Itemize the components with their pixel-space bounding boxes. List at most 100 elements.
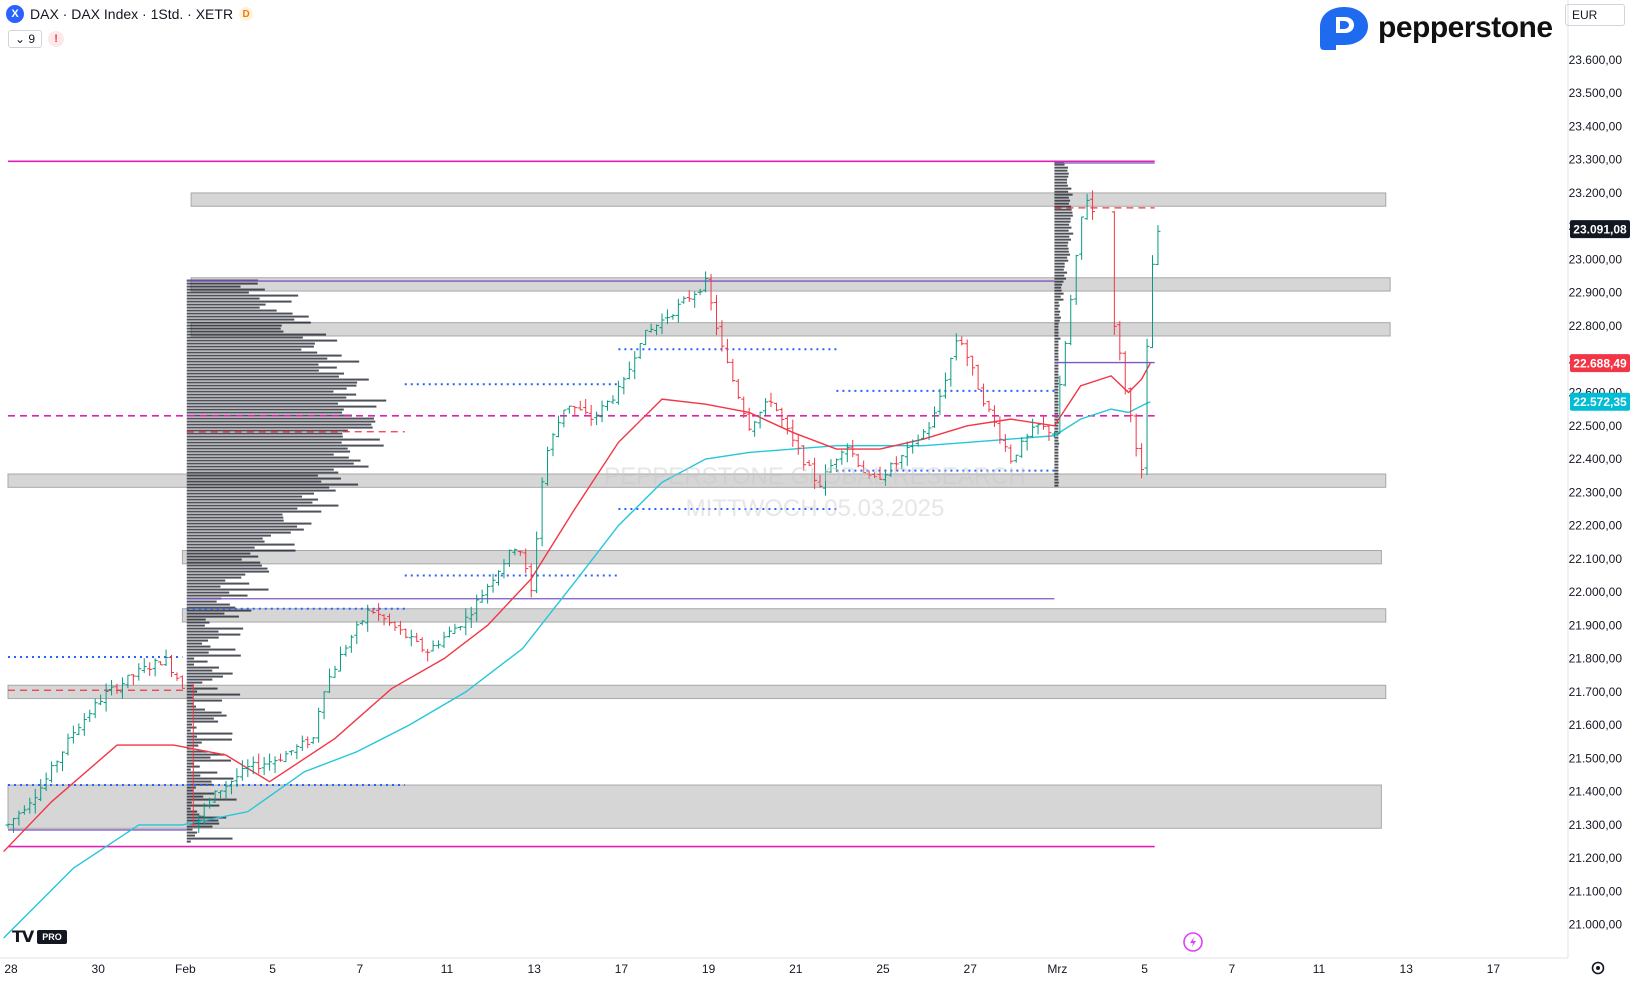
volume-profile-bar (1054, 274, 1065, 277)
volume-profile-bar (1054, 481, 1059, 484)
volume-profile-bar (186, 492, 314, 495)
volume-profile-bar (186, 453, 334, 456)
volume-profile-bar (186, 495, 303, 498)
volume-profile-bar (186, 306, 260, 309)
volume-profile-bar (186, 786, 196, 789)
sr-zone (190, 192, 1387, 207)
volume-profile-bar (186, 663, 195, 666)
sr-zone (190, 322, 1391, 337)
volume-profile-bar (186, 630, 219, 633)
volume-profile-bar (186, 570, 270, 573)
volume-profile-bar (186, 783, 213, 786)
volume-profile-bar (1054, 232, 1074, 235)
volume-profile-bar (1054, 181, 1068, 184)
price-tick-label: 22.900,00 (1569, 286, 1623, 300)
volume-profile-bar (186, 585, 221, 588)
volume-profile-bar (1054, 346, 1059, 349)
volume-profile-bar (1054, 484, 1059, 487)
price-label-text: 23.091,08 (1573, 223, 1627, 237)
sr-zone (181, 550, 1382, 565)
symbol-title[interactable]: DAX · DAX Index · 1Std. · XETR (30, 6, 234, 22)
volume-profile-bar (1054, 367, 1059, 370)
volume-profile-bar (186, 537, 263, 540)
volume-profile-bar (1054, 400, 1059, 403)
volume-profile-bar (186, 744, 199, 747)
volume-profile-bar (1054, 313, 1060, 316)
volume-profile-bar (186, 717, 214, 720)
volume-profile-bar (186, 711, 222, 714)
volume-profile-bar (1054, 427, 1059, 430)
volume-profile-bar (1054, 343, 1059, 346)
volume-profile-bar (186, 375, 339, 378)
volume-profile-bar (186, 567, 268, 570)
volume-profile-bar (186, 378, 369, 381)
volume-profile-bar (186, 657, 195, 660)
tradingview-icon: 𝗧𝗩 (12, 929, 34, 946)
volume-profile-bar (1054, 214, 1073, 217)
symbol-header[interactable]: X DAX · DAX Index · 1Std. · XETR D (6, 5, 254, 23)
tradingview-logo[interactable]: 𝗧𝗩 PRO (12, 927, 67, 947)
volume-profile-bar (186, 327, 281, 330)
price-label-box (1570, 392, 1630, 411)
time-axis[interactable]: 28 30 Feb 5 7 11 13 17 19 21 25 27 Mrz 5 7 11 13 17 (4, 962, 1500, 976)
volume-profile-bar (186, 540, 265, 543)
volume-profile-bar (186, 687, 218, 690)
delayed-data-badge[interactable]: D (239, 7, 254, 21)
volume-profile-bar (1054, 241, 1069, 244)
volume-profile-bar (186, 510, 322, 513)
alert-flash-icon[interactable] (1183, 932, 1203, 952)
volume-profile-bar (186, 507, 298, 510)
volume-profile-bar (1054, 406, 1059, 409)
volume-profile-bar (186, 393, 357, 396)
price-tick-label: 23.200,00 (1569, 186, 1623, 200)
volume-profile-bar (186, 768, 191, 771)
volume-profile-bar (186, 360, 360, 363)
indicators-count: 9 (28, 32, 36, 46)
volume-profile-bar (1054, 463, 1059, 466)
volume-profile-bar (186, 318, 295, 321)
volume-profile-bar (186, 714, 227, 717)
volume-profile-bar (186, 591, 230, 594)
volume-profile-bar (186, 822, 220, 825)
volume-profile-bar (1054, 211, 1073, 214)
volume-profile-bar (186, 390, 334, 393)
time-tick-label: 7 (356, 962, 363, 976)
volume-profile-bar (1054, 445, 1059, 448)
volume-profile-bar (186, 525, 298, 528)
volume-profile-bar (186, 423, 372, 426)
price-tick-label: 23.500,00 (1569, 86, 1623, 100)
volume-profile-bar (1054, 370, 1059, 373)
volume-profile-bar (1054, 391, 1059, 394)
volume-profile-bar (186, 801, 192, 804)
volume-profile-bar (1054, 226, 1072, 229)
volume-profile-bar (1054, 178, 1068, 181)
warning-icon[interactable]: ! (48, 31, 65, 47)
price-axis[interactable]: 21.000,00 21.100,00 21.200,00 21.300,00 21.4… (1569, 53, 1623, 932)
volume-profile-bar (186, 636, 219, 639)
volume-profile-bar (186, 666, 219, 669)
zones-layer (7, 192, 1391, 829)
price-tick-label: 23.000,00 (1569, 252, 1623, 266)
volume-profile-bar (1054, 376, 1059, 379)
volume-profile-bar (186, 696, 193, 699)
indicators-toggle-button[interactable]: ⌄ 9 (8, 30, 43, 48)
price-labels: 23.091,08 22.688,49 22.572,35 (1570, 220, 1630, 411)
volume-profile-bar (186, 435, 343, 438)
volume-profile-bar (1054, 454, 1059, 457)
volume-profile-bar (186, 285, 241, 288)
volume-profile-bar (186, 720, 219, 723)
currency-selector[interactable]: EUR (1565, 4, 1625, 26)
volume-profile-bar (186, 330, 284, 333)
time-tick-label: 11 (1313, 962, 1326, 976)
volume-profile-bar (186, 669, 213, 672)
volume-profile-bar (186, 369, 319, 372)
volume-profile-bar (186, 414, 352, 417)
volume-profile-bar (186, 522, 312, 525)
volume-profile-bar (1054, 352, 1059, 355)
volume-profile-bar (186, 477, 341, 480)
volume-profile-bar (186, 651, 209, 654)
settings-gear-icon[interactable] (1591, 961, 1605, 975)
price-tick-label: 21.300,00 (1569, 818, 1623, 832)
chart-pane[interactable] (0, 0, 1568, 958)
